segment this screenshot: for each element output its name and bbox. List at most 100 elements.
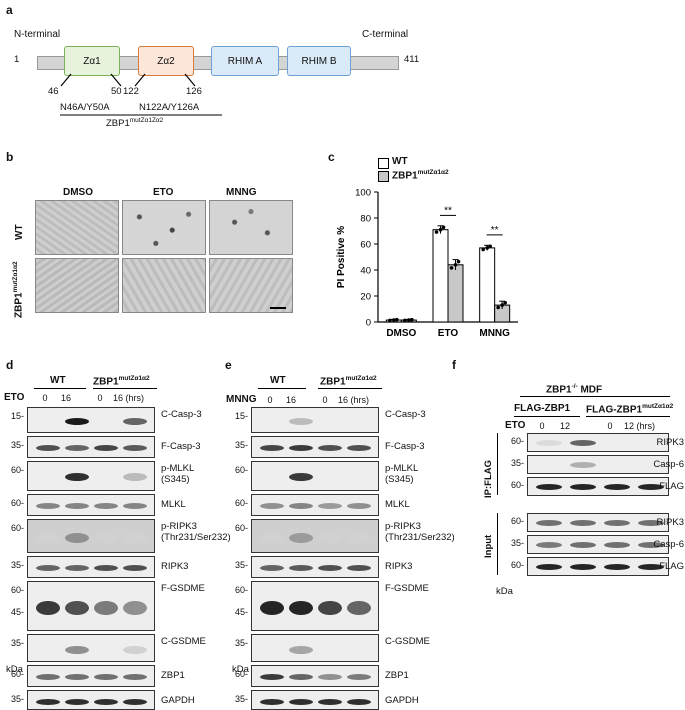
domain-rhim-a: RHIM A [211, 46, 279, 76]
construct-label: ZBP1mutZα1Zα2 [106, 117, 164, 130]
group-flag-zbp1: FLAG-ZBP1 [514, 403, 571, 414]
lane-2: 16 [285, 395, 296, 405]
blot-p-ripk3 [27, 519, 155, 553]
blot-label: GAPDH [161, 695, 195, 706]
col-mnng: MNNG [226, 187, 257, 198]
band [123, 503, 147, 509]
panel-a-label: a [6, 3, 13, 17]
blot-gapdh [251, 690, 379, 710]
blot-f-casp-3 [251, 436, 379, 458]
blot-c-gsdme [251, 634, 379, 662]
band [318, 445, 342, 451]
x-tick-label: DMSO [386, 328, 416, 339]
blot-ripk3 [527, 513, 669, 532]
mw-marker: 60- [10, 498, 24, 508]
mw-marker: 60- [510, 516, 524, 526]
band [289, 646, 313, 654]
lane-1: 0 [539, 421, 545, 431]
band [638, 520, 664, 526]
data-point [449, 266, 454, 270]
domain-rhim-b-label: RHIM B [301, 55, 337, 67]
band [289, 503, 313, 509]
data-point [434, 230, 439, 234]
mut-label-2: N122A/Y126A [139, 102, 200, 113]
blot-mlkl [251, 494, 379, 516]
band [604, 564, 630, 570]
blot-label: MLKL [161, 499, 186, 510]
group1-line [514, 416, 580, 417]
band [94, 503, 118, 509]
n-terminal-label: N-terminal [14, 29, 61, 40]
ip-flag-label: IP:FLAG [483, 460, 494, 498]
significance-label: ** [444, 205, 452, 216]
blot-c-gsdme [27, 634, 155, 662]
mw-marker: 60- [234, 669, 248, 679]
y-tick-label: 0 [366, 318, 371, 329]
data-point [453, 263, 458, 267]
band [65, 503, 89, 509]
bar [447, 264, 464, 323]
band [36, 601, 60, 615]
blot-c-casp-3 [251, 407, 379, 433]
header-line [520, 396, 670, 397]
legend-wt-label: WT [392, 156, 408, 167]
blot-flag [527, 557, 669, 576]
band [260, 533, 284, 543]
band [94, 565, 118, 571]
band [123, 418, 147, 425]
band [94, 674, 118, 680]
mw-marker: 60- [10, 669, 24, 679]
blot-label: p-RIPK3 (Thr231/Ser232) [385, 521, 455, 543]
x-tick-label: MNNG [479, 328, 510, 339]
ip-bracket [497, 433, 498, 495]
band [570, 542, 596, 548]
blot-label: Casp-6 [653, 539, 684, 550]
blot-label: MLKL [385, 499, 410, 510]
band [36, 533, 60, 543]
mw-marker: 35- [510, 458, 524, 468]
c-terminal-label: C-terminal [362, 29, 409, 40]
row-mut-label: ZBP1mutZα1α2 [12, 261, 25, 318]
band [347, 503, 371, 509]
kda-label: kDa [232, 664, 249, 675]
group-mut-line [93, 388, 157, 389]
mw-marker: 60- [234, 523, 248, 533]
data-point [503, 300, 507, 305]
blot-label: C-GSDME [161, 636, 206, 647]
band [289, 565, 313, 571]
data-point [441, 225, 446, 230]
blot-label: ZBP1 [161, 670, 185, 681]
group-wt-line [258, 388, 306, 389]
lane-4: 16 (hrs) [113, 393, 145, 403]
band [94, 601, 118, 615]
band [289, 418, 313, 425]
blot-label: GAPDH [385, 695, 419, 706]
band [570, 440, 596, 446]
mw-marker: 60- [510, 436, 524, 446]
blot-label: FLAG [659, 561, 684, 572]
band [36, 565, 60, 571]
y-tick-label: 100 [355, 188, 371, 199]
cell-header: ZBP1-/- MDF [546, 383, 603, 396]
band [123, 699, 147, 705]
band [289, 601, 313, 615]
mw-marker: 60- [10, 523, 24, 533]
mw-marker: 15- [10, 411, 24, 421]
band [260, 601, 284, 615]
band [536, 440, 562, 446]
group-wt-line [34, 388, 86, 389]
band [318, 533, 342, 543]
blot-label: RIPK3 [656, 437, 684, 448]
mw-marker: 60- [510, 480, 524, 490]
treat-label: MNNG [226, 394, 257, 405]
data-point [395, 317, 399, 322]
band [65, 473, 89, 481]
significance-label: ** [491, 225, 499, 236]
lane-4: 12 (hrs) [624, 421, 656, 431]
band [536, 484, 562, 490]
band [570, 462, 596, 468]
blot-label: C-Casp-3 [385, 409, 426, 420]
blot-label: RIPK3 [656, 517, 684, 528]
mw-marker: 35- [234, 638, 248, 648]
lane-1: 0 [42, 393, 48, 403]
